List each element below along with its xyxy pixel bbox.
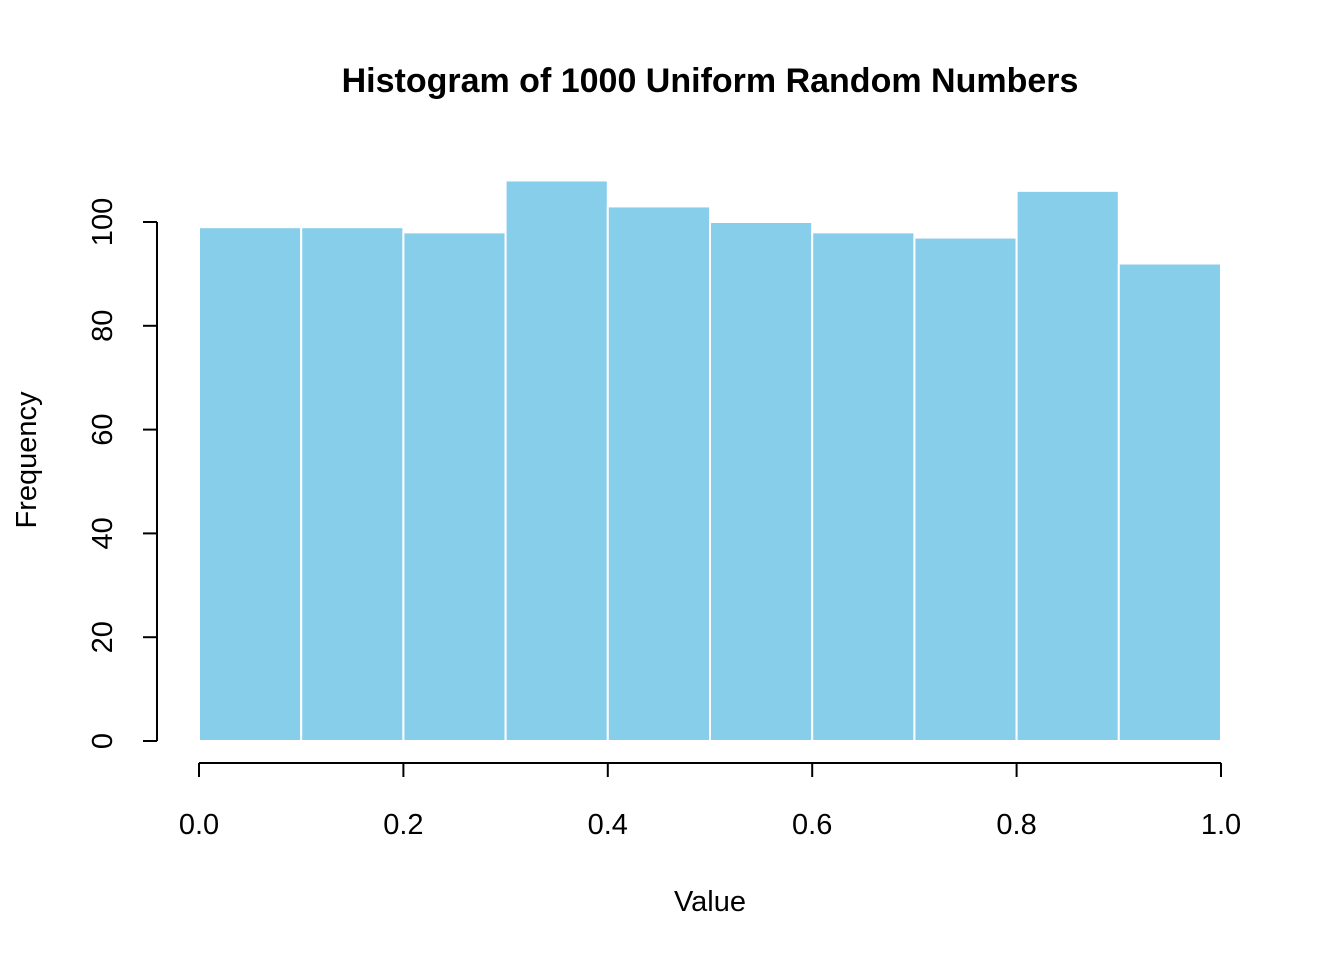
histogram-bar-3 — [402, 231, 507, 742]
histogram-bar-9 — [1015, 189, 1120, 743]
x-tick-label: 0.0 — [179, 809, 219, 841]
histogram-bar-10 — [1117, 262, 1223, 742]
x-tick-label: 0.4 — [588, 809, 628, 841]
y-tick-label: 100 — [87, 198, 119, 246]
y-axis: 0 20 40 60 80 100 — [87, 198, 158, 749]
y-tick-label: 20 — [87, 621, 119, 653]
y-tick-label: 40 — [87, 517, 119, 549]
y-tick-label: 0 — [87, 733, 119, 749]
histogram-bar-2 — [300, 226, 405, 742]
x-tick-label: 1.0 — [1201, 809, 1241, 841]
histogram-bar-6 — [709, 221, 814, 742]
histogram-bar-8 — [913, 236, 1018, 742]
x-axis: 0.0 0.2 0.4 0.6 0.8 1.0 — [179, 762, 1241, 841]
y-tick-label: 60 — [87, 413, 119, 445]
x-tick-label: 0.8 — [996, 809, 1036, 841]
histogram-bar-1 — [198, 226, 303, 742]
histogram-bar-4 — [504, 179, 609, 743]
x-tick-label: 0.6 — [792, 809, 832, 841]
y-axis-label: Frequency — [11, 391, 43, 529]
histogram-bar-5 — [606, 205, 711, 742]
chart-title: Histogram of 1000 Uniform Random Numbers — [342, 62, 1079, 100]
histogram-bars — [198, 179, 1223, 743]
histogram-bar-7 — [811, 231, 916, 742]
y-tick-label: 80 — [87, 310, 119, 342]
x-tick-label: 0.2 — [383, 809, 423, 841]
x-axis-label: Value — [674, 886, 746, 918]
